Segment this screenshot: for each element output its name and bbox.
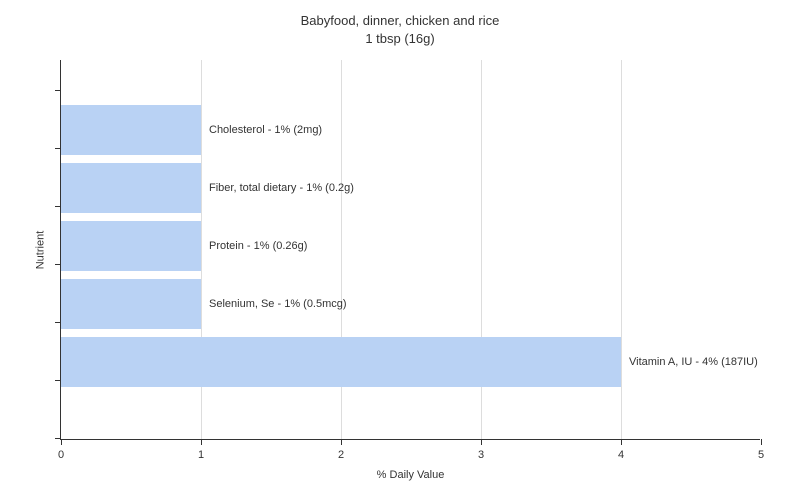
title-line-2: 1 tbsp (16g) bbox=[365, 31, 434, 46]
x-tick-label: 4 bbox=[618, 449, 624, 461]
nutrition-chart: Babyfood, dinner, chicken and rice 1 tbs… bbox=[0, 0, 800, 500]
x-axis-label: % Daily Value bbox=[377, 469, 445, 481]
nutrient-bar-label: Vitamin A, IU - 4% (187IU) bbox=[621, 337, 758, 387]
nutrient-bar-label: Cholesterol - 1% (2mg) bbox=[201, 105, 322, 155]
nutrient-bar bbox=[61, 279, 201, 329]
x-tick-label: 0 bbox=[58, 449, 64, 461]
x-tick bbox=[341, 439, 342, 445]
title-line-1: Babyfood, dinner, chicken and rice bbox=[301, 13, 500, 28]
x-tick bbox=[201, 439, 202, 445]
x-tick-label: 5 bbox=[758, 449, 764, 461]
x-tick bbox=[61, 439, 62, 445]
x-tick-label: 2 bbox=[338, 449, 344, 461]
nutrient-bar-label: Protein - 1% (0.26g) bbox=[201, 221, 307, 271]
nutrient-bar bbox=[61, 105, 201, 155]
x-tick-label: 3 bbox=[478, 449, 484, 461]
x-tick bbox=[761, 439, 762, 445]
y-tick bbox=[55, 438, 61, 439]
x-tick-label: 1 bbox=[198, 449, 204, 461]
plot-area: Nutrient % Daily Value 012345Cholesterol… bbox=[60, 60, 760, 440]
nutrient-bar bbox=[61, 337, 621, 387]
y-axis-label: Nutrient bbox=[34, 230, 46, 269]
nutrient-bar-label: Fiber, total dietary - 1% (0.2g) bbox=[201, 163, 354, 213]
nutrient-bar-label: Selenium, Se - 1% (0.5mcg) bbox=[201, 279, 347, 329]
nutrient-bar bbox=[61, 221, 201, 271]
chart-title: Babyfood, dinner, chicken and rice 1 tbs… bbox=[0, 0, 800, 48]
nutrient-bar bbox=[61, 163, 201, 213]
x-tick bbox=[621, 439, 622, 445]
x-tick bbox=[481, 439, 482, 445]
y-tick bbox=[55, 90, 61, 91]
